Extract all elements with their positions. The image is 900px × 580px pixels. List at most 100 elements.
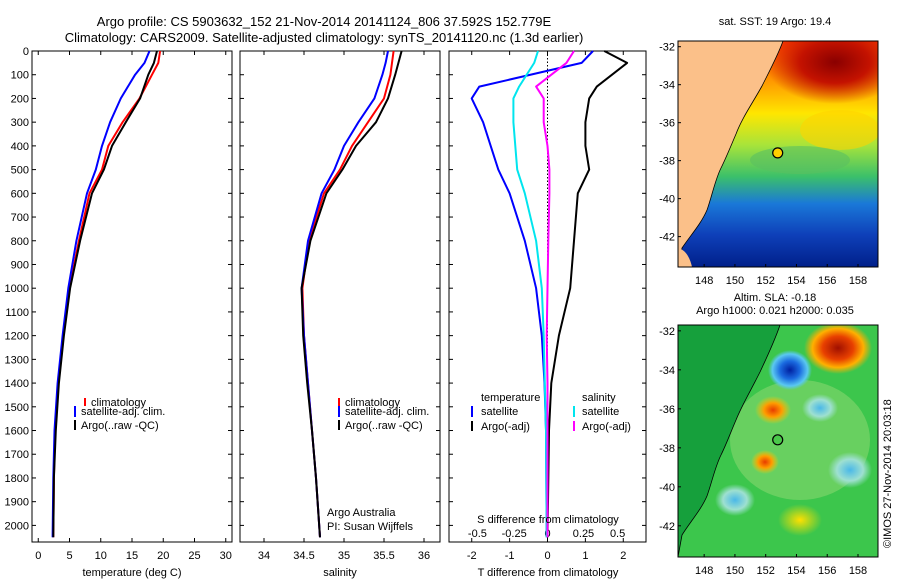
salinity-axes-frame — [239, 50, 441, 543]
y-tick-label: 1600 — [5, 426, 29, 438]
x-tick-label: -1 — [505, 550, 515, 562]
y-tick-label: 0 — [23, 46, 29, 58]
sla-low-anomaly-4 — [715, 484, 755, 516]
y-tick-label: 700 — [11, 212, 29, 224]
y-tick-label: 1200 — [5, 331, 29, 343]
legend-label-argo: Argo(..raw -QC) — [345, 420, 423, 432]
x-tick-label: 0 — [544, 550, 550, 562]
y-tick-label: 100 — [11, 70, 29, 82]
map-y-tick-label: -38 — [659, 156, 675, 168]
map-x-tick-label: 150 — [726, 275, 744, 287]
map-x-tick-label: 148 — [695, 565, 713, 577]
map-x-tick-label: 152 — [757, 565, 775, 577]
legend-label-satellite: satellite-adj. clim. — [345, 406, 429, 418]
x-tick-label: 34 — [258, 550, 270, 562]
map-y-tick-label: -36 — [659, 404, 675, 416]
sst-land-australia — [678, 41, 784, 267]
difference-panel: -2 -1 0 1 2-0.5 -0.25 0 0.25 0.5 S difference fr… — [448, 50, 647, 579]
y-tick-label: 500 — [11, 165, 29, 177]
legend-label-argo: Argo(..raw -QC) — [81, 420, 159, 432]
annotation-pi: PI: Susan Wijffels — [327, 521, 413, 533]
x-tick-label: 10 — [95, 550, 107, 562]
sst-argo-marker — [772, 147, 784, 159]
difference-top-axis-label: S difference from climatology — [477, 514, 619, 526]
legend-label-satellite: satellite-adj. clim. — [81, 406, 165, 418]
y-tick-label: 2000 — [5, 520, 29, 532]
y-tick-label: 200 — [11, 93, 29, 105]
sst-land-tasmania — [678, 248, 692, 267]
legend-label-s-argo: Argo(-adj) — [582, 421, 631, 433]
x-tick-label: 30 — [220, 550, 232, 562]
figure-title-line1: Argo profile: CS 5903632_152 21-Nov-2014… — [96, 14, 552, 29]
map-x-tick-label: 154 — [787, 565, 805, 577]
y-tick-label: 1800 — [5, 473, 29, 485]
map-y-tick-label: -34 — [659, 80, 675, 92]
map-y-tick-label: -42 — [659, 521, 675, 533]
y-tick-label: 1100 — [5, 307, 29, 319]
top-tick-label: 0.25 — [573, 528, 594, 540]
difference-legend: temperature salinity satellite Argo(-adj… — [471, 392, 631, 433]
temperature-panel: 0 5 10 15 20 25 300100200300400500600700800900… — [5, 46, 233, 579]
sla-high-anomaly-ne — [804, 325, 872, 374]
sla-map-title-2: Argo h1000: 0.021 h2000: 0.035 — [696, 305, 854, 317]
map-y-tick-label: -32 — [659, 42, 675, 54]
map-x-tick-label: 156 — [818, 275, 836, 287]
map-x-tick-label: 156 — [818, 565, 836, 577]
sla-low-anomaly-3 — [828, 452, 872, 488]
salinity-panel: 34 34.5 35 35.5 36 salinity climatology sate… — [239, 50, 441, 579]
legend-label-climatology: climatology — [91, 397, 147, 409]
sla-low-anomaly-2 — [802, 394, 838, 422]
x-tick-label: 0 — [35, 550, 41, 562]
x-tick-label: 1 — [582, 550, 588, 562]
sla-low-anomaly-1 — [768, 350, 812, 390]
y-tick-label: 1500 — [5, 402, 29, 414]
map-x-tick-label: 148 — [695, 275, 713, 287]
sla-high-anomaly-4 — [778, 504, 822, 536]
sla-high-anomaly-3 — [751, 450, 779, 474]
top-tick-label: -0.5 — [468, 528, 487, 540]
map-y-tick-label: -32 — [659, 326, 675, 338]
sla-map-frame — [677, 324, 879, 558]
y-tick-label: 800 — [11, 236, 29, 248]
x-tick-label: 34.5 — [293, 550, 314, 562]
figure-title-line2: Climatology: CARS2009. Satellite-adjuste… — [64, 30, 584, 45]
map-y-tick-label: -36 — [659, 118, 675, 130]
sst-map: sat. SST: 19 Argo: 19.4 148 150 152 154 156 1… — [659, 16, 879, 287]
x-tick-label: 20 — [157, 550, 169, 562]
map-x-tick-label: 152 — [757, 275, 775, 287]
map-y-tick-label: -40 — [659, 194, 675, 206]
legend-label-climatology: climatology — [345, 397, 401, 409]
x-tick-label: 15 — [126, 550, 138, 562]
series-line-s-argo-adj- — [535, 50, 575, 538]
y-tick-label: 1900 — [5, 497, 29, 509]
salinity-xlabel: salinity — [323, 567, 357, 579]
top-tick-label: -0.25 — [502, 528, 527, 540]
sla-argo-marker — [772, 434, 784, 446]
map-x-tick-label: 154 — [787, 275, 805, 287]
sst-green-patch — [750, 146, 850, 174]
difference-xlabel: T difference from climatology — [478, 567, 619, 579]
temperature-legend: climatology satellite-adj. clim. Argo(..… — [74, 397, 165, 432]
map-x-tick-label: 158 — [849, 565, 867, 577]
annotation-argo-australia: Argo Australia — [327, 507, 396, 519]
sst-warm-patch — [800, 110, 878, 150]
y-tick-label: 600 — [11, 188, 29, 200]
series-line-argo-raw-qc- — [300, 50, 403, 538]
map-y-tick-label: -42 — [659, 232, 675, 244]
y-tick-label: 900 — [11, 259, 29, 271]
series-line-satellite-adj-clim- — [51, 50, 151, 538]
sla-map-title-1: Altim. SLA: -0.18 — [734, 292, 817, 304]
legend-label-s-satellite: satellite — [582, 406, 619, 418]
temperature-axes-frame — [31, 50, 233, 543]
top-tick-label: 0.5 — [610, 528, 625, 540]
x-tick-label: 35 — [338, 550, 350, 562]
y-tick-label: 1400 — [5, 378, 29, 390]
sst-map-frame — [677, 40, 879, 268]
map-y-tick-label: -38 — [659, 443, 675, 455]
sla-high-anomaly-2 — [755, 396, 791, 424]
legend-title-salinity: salinity — [582, 392, 616, 404]
sst-map-title: sat. SST: 19 Argo: 19.4 — [719, 16, 832, 28]
y-tick-label: 1300 — [5, 354, 29, 366]
series-line-argo-raw-qc- — [52, 50, 158, 538]
